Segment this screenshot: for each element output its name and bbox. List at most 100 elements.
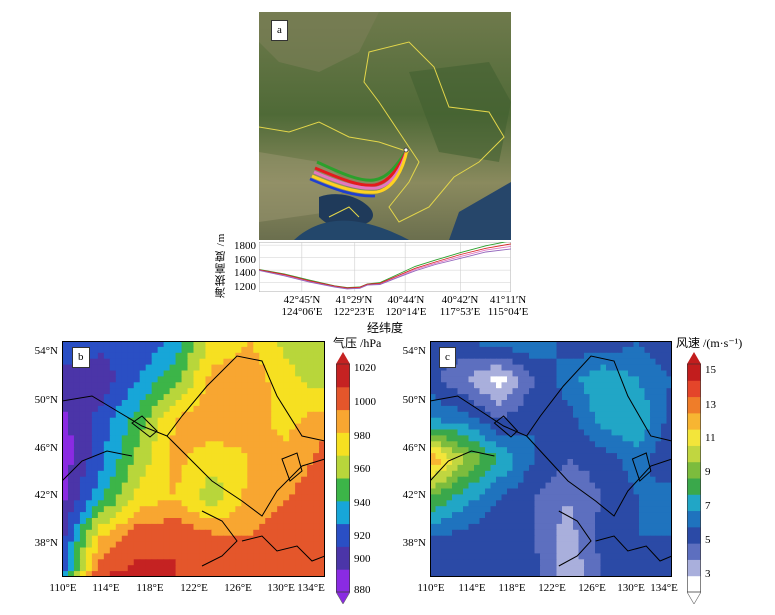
field-cell (468, 429, 475, 436)
field-cell (611, 476, 618, 484)
field-cell (259, 500, 266, 507)
field-cell (441, 523, 448, 531)
colorbar-swatch (336, 546, 350, 570)
field-cell (518, 571, 525, 577)
field-cell (628, 382, 635, 389)
field-cell (479, 441, 486, 448)
x-tick: 134°E (650, 582, 678, 594)
field-cell (529, 441, 536, 448)
field-cell (606, 435, 613, 442)
field-cell (109, 352, 117, 360)
field-cell (468, 494, 475, 501)
field-cell (512, 405, 519, 413)
field-cell (584, 400, 591, 407)
field-cell (217, 547, 224, 554)
field-cell (518, 488, 525, 495)
field-cell (485, 476, 492, 484)
field-cell (446, 500, 453, 507)
field-cell (507, 547, 514, 554)
field-cell (67, 346, 75, 354)
profile-line-3 (259, 243, 511, 289)
field-cell (205, 435, 213, 442)
field-cell (562, 476, 569, 484)
field-cell (109, 459, 117, 466)
field-cell (79, 405, 87, 413)
field-cell (217, 565, 224, 572)
field-cell (223, 553, 230, 560)
field-cell (435, 341, 442, 348)
field-cell (295, 382, 302, 389)
field-cell (622, 370, 629, 377)
field-cell (490, 494, 497, 501)
field-cell (644, 529, 651, 537)
field-cell (650, 429, 657, 436)
field-cell (301, 447, 308, 454)
field-cell (169, 529, 177, 537)
field-cell (457, 488, 464, 495)
field-cell (567, 376, 574, 383)
field-cell (235, 400, 242, 407)
field-cell (518, 411, 525, 419)
field-cell (319, 411, 325, 419)
field-cell (490, 453, 497, 460)
field-cell (127, 529, 135, 537)
field-cell (121, 417, 129, 425)
field-cell (479, 358, 486, 366)
field-cell (479, 417, 486, 425)
field-cell (430, 571, 437, 577)
field-cell (271, 500, 278, 507)
x-tick-lon: 122°23′E (333, 306, 375, 318)
field-cell (223, 411, 230, 419)
field-cell (163, 447, 171, 454)
field-cell (463, 476, 470, 484)
field-cell (241, 453, 248, 460)
field-cell (595, 447, 602, 454)
field-cell (73, 429, 81, 436)
field-cell (650, 518, 657, 525)
field-cell (169, 565, 177, 572)
colorbar-tick: 980 (354, 430, 371, 442)
field-cell (217, 482, 224, 490)
field-cell (650, 529, 657, 537)
field-cell (79, 518, 87, 525)
field-cell (595, 364, 602, 372)
field-cell (175, 423, 183, 431)
field-cell (479, 523, 486, 531)
field-cell (523, 429, 530, 436)
field-cell (289, 464, 296, 472)
field-cell (133, 512, 141, 519)
field-cell (235, 464, 242, 472)
field-cell (485, 571, 492, 577)
field-cell (501, 435, 508, 442)
field-cell (91, 447, 99, 454)
field-cell (644, 352, 651, 360)
field-cell (666, 388, 672, 395)
field-cell (241, 553, 248, 560)
field-cell (523, 506, 530, 513)
field-cell (600, 370, 607, 377)
field-cell (666, 535, 672, 543)
field-cell (103, 459, 111, 466)
field-cell (606, 476, 613, 484)
field-cell (617, 352, 624, 360)
field-cell (463, 429, 470, 436)
field-cell (307, 441, 314, 448)
field-cell (573, 441, 580, 448)
field-cell (611, 435, 618, 442)
field-cell (452, 518, 459, 525)
field-cell (301, 411, 308, 419)
field-cell (633, 447, 640, 454)
field-cell (556, 346, 563, 354)
field-cell (199, 476, 207, 484)
field-cell (633, 565, 640, 572)
field-cell (205, 506, 213, 513)
field-cell (485, 565, 492, 572)
field-cell (307, 382, 314, 389)
field-cell (115, 352, 123, 360)
field-cell (589, 553, 596, 560)
field-cell (187, 405, 195, 413)
field-cell (452, 417, 459, 425)
field-cell (127, 364, 135, 372)
field-cell (562, 464, 569, 472)
field-cell (606, 482, 613, 490)
